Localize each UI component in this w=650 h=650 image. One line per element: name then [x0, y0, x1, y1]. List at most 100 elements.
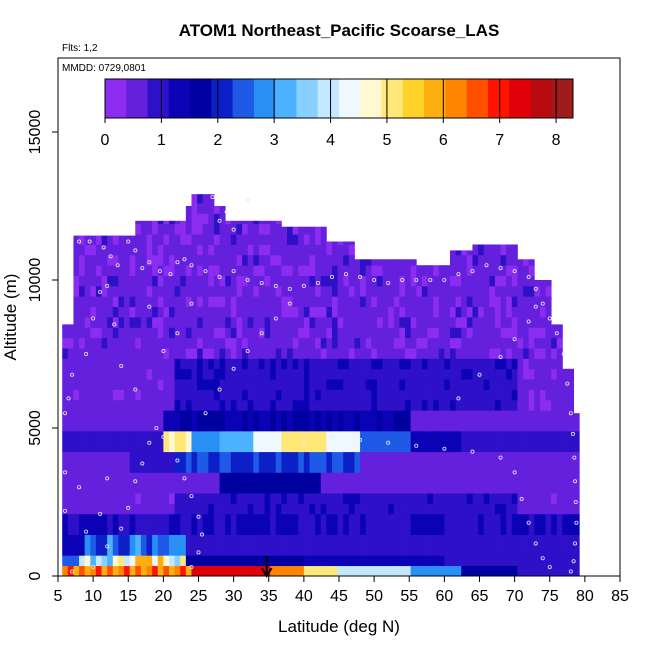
heatmap-cell [489, 389, 496, 401]
heatmap-cell [449, 462, 457, 473]
heatmap-cell [393, 285, 400, 297]
heatmap-cell [523, 265, 530, 276]
heatmap-cell [236, 482, 243, 494]
track-point [456, 396, 461, 401]
heatmap-cell [455, 513, 462, 525]
heatmap-cell [365, 306, 372, 318]
heatmap-cell [421, 420, 428, 432]
heatmap-cell [112, 379, 119, 390]
heatmap-cell [494, 410, 501, 421]
heatmap-cell [73, 482, 80, 494]
heatmap-cell [247, 265, 254, 276]
heatmap-cell [427, 451, 434, 463]
heatmap-cell [326, 317, 333, 328]
heatmap-cell [365, 524, 372, 535]
heatmap-cell [163, 265, 170, 276]
heatmap-cell [500, 275, 507, 287]
heatmap-cell [84, 534, 91, 546]
heatmap-cell [169, 462, 176, 473]
heatmap-cell [180, 482, 187, 494]
heatmap-cell [410, 482, 417, 494]
heatmap-cell [180, 358, 187, 370]
heatmap-cell [573, 555, 580, 567]
colorbar-tick-label: 6 [439, 132, 448, 149]
heatmap-cell [348, 524, 355, 535]
heatmap-cell [320, 265, 327, 276]
heatmap-cell [315, 430, 322, 442]
heatmap-cell [213, 337, 220, 349]
heatmap-cell [382, 368, 389, 380]
heatmap-cell [169, 472, 176, 484]
heatmap-cell [298, 513, 305, 525]
heatmap-cell [320, 234, 327, 245]
heatmap-cell [348, 265, 355, 276]
heatmap-cell [405, 317, 412, 328]
heatmap-cell [253, 265, 260, 276]
heatmap-cell [163, 220, 170, 225]
heatmap-cell [202, 534, 209, 546]
x-tick-label: 60 [435, 588, 453, 605]
heatmap-cell [410, 379, 417, 390]
heatmap-cell [67, 430, 74, 442]
heatmap-cell [320, 472, 327, 484]
heatmap-cell [264, 244, 271, 256]
heatmap-cell [180, 389, 187, 401]
heatmap-cell [146, 534, 153, 546]
heatmap-cell [185, 234, 192, 245]
heatmap-cell [416, 482, 423, 494]
heatmap-cell [275, 317, 282, 328]
heatmap-cell [483, 503, 490, 515]
heatmap-cell [112, 420, 119, 432]
heatmap-cell [472, 306, 479, 318]
heatmap-cell [118, 348, 125, 359]
heatmap-cell [163, 451, 170, 463]
heatmap-cell [517, 513, 524, 525]
heatmap-cell [292, 244, 299, 256]
heatmap-cell [539, 337, 546, 349]
heatmap-cell [303, 337, 310, 349]
heatmap-cell [213, 493, 220, 504]
heatmap-cell [292, 254, 299, 266]
heatmap-cell [405, 534, 412, 546]
heatmap-cell [303, 306, 310, 318]
heatmap-cell [163, 493, 170, 504]
heatmap-cell [449, 493, 457, 504]
heatmap-cell [270, 399, 277, 411]
track-point [358, 275, 363, 280]
heatmap-cell [275, 513, 282, 525]
heatmap-cell [157, 524, 164, 535]
heatmap-cell [539, 317, 546, 328]
heatmap-cell [258, 503, 265, 515]
heatmap-cell [191, 441, 198, 453]
heatmap-cell [455, 296, 462, 308]
heatmap-cell [101, 306, 108, 318]
heatmap-cell [79, 327, 86, 339]
x-tick-label: 5 [54, 588, 63, 605]
heatmap-cell [331, 399, 338, 411]
heatmap-cell [152, 379, 159, 390]
heatmap-cell [258, 337, 265, 349]
heatmap-cell [197, 544, 204, 556]
heatmap-cell [376, 389, 383, 401]
heatmap-cell [242, 462, 249, 473]
heatmap-cell [399, 399, 406, 411]
heatmap-cell [208, 430, 215, 442]
heatmap-cell [191, 420, 198, 432]
heatmap-cell [556, 430, 563, 442]
heatmap-cell [242, 555, 249, 567]
heatmap-cell [140, 524, 147, 535]
heatmap-cell [382, 306, 389, 318]
heatmap-cell [140, 534, 147, 546]
heatmap-cell [433, 544, 440, 556]
heatmap-cell [135, 337, 142, 349]
heatmap-cell [478, 379, 485, 390]
heatmap-cell [191, 482, 198, 494]
track-point [84, 529, 89, 534]
heatmap-cell [393, 534, 400, 546]
heatmap-cell [95, 275, 102, 287]
heatmap-cell [298, 565, 305, 577]
heatmap-cell [568, 462, 575, 473]
heatmap-cell [556, 348, 563, 359]
heatmap-cell [320, 348, 327, 359]
heatmap-cell [146, 234, 153, 245]
